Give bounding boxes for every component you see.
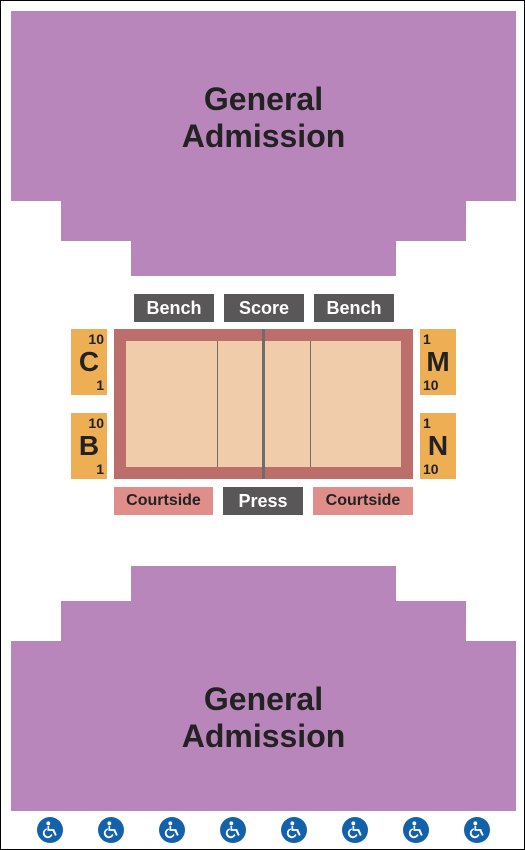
ga-top-section-step1[interactable] xyxy=(61,201,466,241)
court-line-third-1 xyxy=(217,341,218,467)
seat-num-bottom: 10 xyxy=(423,461,439,477)
wheelchair-icon xyxy=(159,817,185,843)
bench-left-box: Bench xyxy=(134,294,214,322)
seat-letter: B xyxy=(79,430,99,462)
seat-num-top: 1 xyxy=(423,415,431,431)
wheelchair-icon xyxy=(342,817,368,843)
seat-num-top: 1 xyxy=(423,331,431,347)
wheelchair-accessible-row xyxy=(1,817,525,843)
court-net-line xyxy=(262,329,265,479)
court-line-third-2 xyxy=(310,341,311,467)
courtside-right-box[interactable]: Courtside xyxy=(313,487,413,515)
seat-num-bottom: 1 xyxy=(96,461,104,477)
press-box: Press xyxy=(223,487,303,515)
score-box: Score xyxy=(224,294,304,322)
seat-section-m[interactable]: M 1 10 xyxy=(420,329,456,395)
wheelchair-icon xyxy=(464,817,490,843)
ga-bottom-section-step2[interactable] xyxy=(131,566,396,601)
ga-bottom-label: General Admission xyxy=(11,681,516,755)
wheelchair-icon xyxy=(403,817,429,843)
seat-letter: C xyxy=(79,346,99,378)
wheelchair-icon xyxy=(220,817,246,843)
seat-num-bottom: 10 xyxy=(423,377,439,393)
seat-num-top: 10 xyxy=(88,331,104,347)
bench-right-box: Bench xyxy=(314,294,394,322)
seat-section-b[interactable]: B 10 1 xyxy=(71,413,107,479)
seat-num-bottom: 1 xyxy=(96,377,104,393)
seat-letter: M xyxy=(426,346,449,378)
courtside-left-box[interactable]: Courtside xyxy=(114,487,213,515)
ga-top-label: General Admission xyxy=(11,81,516,155)
wheelchair-icon xyxy=(37,817,63,843)
seat-num-top: 10 xyxy=(88,415,104,431)
wheelchair-icon xyxy=(98,817,124,843)
seating-chart: General Admission Bench Score Bench C 10… xyxy=(0,0,525,850)
seat-section-c[interactable]: C 10 1 xyxy=(71,329,107,395)
seat-letter: N xyxy=(428,430,448,462)
ga-bottom-section-step1[interactable] xyxy=(61,601,466,641)
seat-section-n[interactable]: N 1 10 xyxy=(420,413,456,479)
ga-top-section-step2[interactable] xyxy=(131,241,396,276)
wheelchair-icon xyxy=(281,817,307,843)
